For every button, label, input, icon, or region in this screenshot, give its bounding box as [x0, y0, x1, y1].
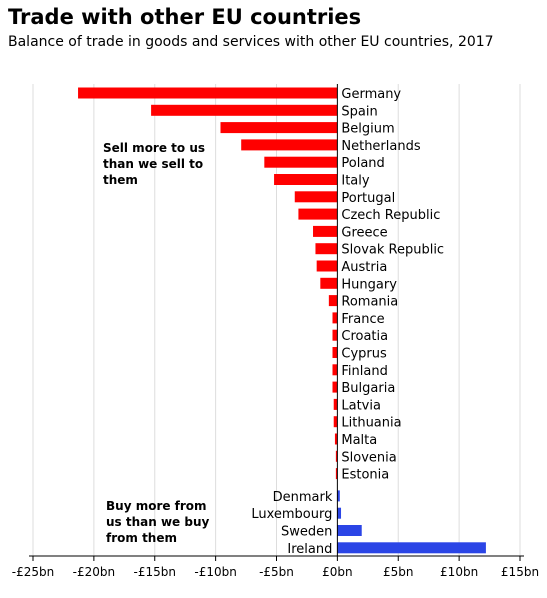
bar — [332, 364, 338, 376]
x-tick-label: -£10bn — [194, 565, 236, 579]
category-label: Romania — [341, 295, 398, 310]
bar — [332, 347, 338, 358]
category-label: Denmark — [273, 490, 333, 505]
bar — [220, 122, 338, 134]
bar — [337, 525, 362, 536]
bar — [294, 191, 338, 203]
bar — [78, 87, 338, 99]
bar — [333, 416, 338, 428]
category-label: Spain — [341, 104, 377, 119]
category-label: France — [341, 312, 384, 327]
bar — [332, 329, 338, 341]
x-tick-label: -£5bn — [259, 565, 294, 579]
bar — [151, 104, 338, 116]
x-tick-label: -£15bn — [134, 565, 176, 579]
bar — [328, 295, 338, 307]
bar — [337, 490, 340, 502]
category-label: Slovak Republic — [341, 243, 444, 258]
bar — [337, 542, 486, 554]
chart-subtitle: Balance of trade in goods and services w… — [8, 34, 494, 50]
x-tick-label: £15bn — [501, 565, 539, 579]
category-label: Cyprus — [341, 347, 387, 362]
surplus-annotation: Sell more to us than we sell to them — [103, 141, 206, 187]
x-tick-label: £10bn — [440, 565, 478, 579]
bar — [264, 156, 338, 168]
x-tick-label: -£20bn — [73, 565, 115, 579]
bar — [337, 507, 342, 519]
category-label: Austria — [341, 260, 387, 275]
category-label: Netherlands — [341, 139, 420, 154]
category-label: Bulgaria — [341, 381, 395, 396]
bar — [332, 381, 338, 393]
category-label: Belgium — [341, 122, 394, 137]
bar — [335, 450, 338, 462]
bar — [333, 398, 338, 410]
category-label: Slovenia — [341, 450, 396, 465]
category-label: Sweden — [281, 525, 332, 540]
x-tick-label: -£25bn — [12, 565, 54, 579]
category-label: Ireland — [287, 542, 332, 557]
category-label: Estonia — [341, 468, 389, 483]
chart-title: Trade with other EU countries — [8, 5, 362, 29]
category-label: Malta — [341, 433, 377, 448]
bar — [332, 312, 338, 324]
category-label: Poland — [341, 156, 384, 171]
x-tick-label: £5bn — [383, 565, 414, 579]
bar — [315, 243, 338, 255]
category-label: Greece — [341, 225, 387, 240]
bar — [316, 260, 338, 272]
category-label: Finland — [341, 364, 387, 379]
category-label: Germany — [341, 87, 401, 102]
bar — [335, 468, 338, 480]
bar — [241, 139, 338, 151]
bar — [298, 208, 338, 220]
category-label: Italy — [341, 174, 370, 189]
category-label: Luxembourg — [251, 507, 332, 522]
bar — [274, 174, 338, 185]
category-label: Portugal — [341, 191, 395, 206]
deficit-annotation: Buy more from us than we buy from them — [106, 499, 210, 545]
bar — [313, 225, 338, 237]
category-label: Czech Republic — [341, 208, 440, 223]
bar — [334, 433, 338, 445]
bar — [320, 277, 338, 289]
category-label: Hungary — [341, 277, 397, 292]
category-label: Latvia — [341, 398, 381, 413]
category-label: Lithuania — [341, 416, 401, 431]
category-label: Croatia — [341, 329, 388, 344]
x-tick-label: £0bn — [322, 565, 353, 579]
